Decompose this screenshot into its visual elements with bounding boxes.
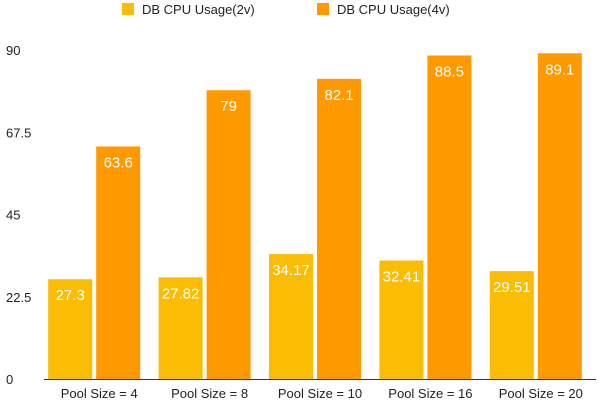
bar-group: 32.41 88.5 <box>379 55 472 379</box>
legend-swatch <box>317 3 329 15</box>
bar-group: 27.82 79 <box>158 90 251 379</box>
legend-label: DB CPU Usage(4v) <box>337 2 450 17</box>
legend-label: DB CPU Usage(2v) <box>142 2 255 17</box>
legend: DB CPU Usage(2v) DB CPU Usage(4v) <box>122 2 450 17</box>
bar <box>96 146 141 379</box>
y-tick-label: 67.5 <box>6 125 31 140</box>
bar <box>427 55 472 379</box>
data-label: 79 <box>220 98 237 115</box>
bar <box>537 53 582 379</box>
x-tick-label: Pool Size = 8 <box>171 386 248 400</box>
x-tick-label: Pool Size = 16 <box>388 386 472 400</box>
data-label: 27.82 <box>162 285 200 302</box>
data-label: 89.1 <box>545 61 574 78</box>
y-tick-label: 90 <box>6 43 20 58</box>
bar <box>269 254 313 379</box>
data-label: 34.17 <box>272 262 310 279</box>
bar <box>489 271 534 379</box>
legend-item: DB CPU Usage(4v) <box>317 2 450 17</box>
x-axis: Pool Size = 4 Pool Size = 8 Pool Size = 10… <box>44 379 596 400</box>
bar <box>158 277 203 379</box>
y-tick-label: 0 <box>6 372 13 387</box>
x-tick-label: Pool Size = 4 <box>61 386 138 400</box>
bar <box>379 260 424 379</box>
y-tick-label: 22.5 <box>6 290 31 305</box>
data-label: 27.3 <box>56 287 85 304</box>
data-label: 63.6 <box>104 155 133 172</box>
data-label: 29.51 <box>493 279 531 296</box>
x-tick-label: Pool Size = 10 <box>278 386 362 400</box>
data-label: 32.41 <box>383 269 421 286</box>
bar-group: 34.17 82.1 <box>269 78 361 379</box>
legend-item: DB CPU Usage(2v) <box>122 2 255 17</box>
bar <box>206 90 251 379</box>
data-label: 82.1 <box>324 87 353 104</box>
x-tick-label: Pool Size = 20 <box>499 386 583 400</box>
bar-group: 27.3 63.6 <box>48 146 141 379</box>
bars: 27.3 63.6 27.82 79 34.17 82.1 32.41 88.5 29.51 89… <box>48 53 582 379</box>
bar <box>48 279 93 379</box>
legend-swatch <box>122 3 134 15</box>
data-label: 88.5 <box>435 63 464 80</box>
y-tick-label: 45 <box>6 208 20 223</box>
bar-group: 29.51 89.1 <box>489 53 582 379</box>
y-axis: 0 22.5 45 67.5 90 <box>6 43 31 387</box>
bar <box>317 78 361 379</box>
